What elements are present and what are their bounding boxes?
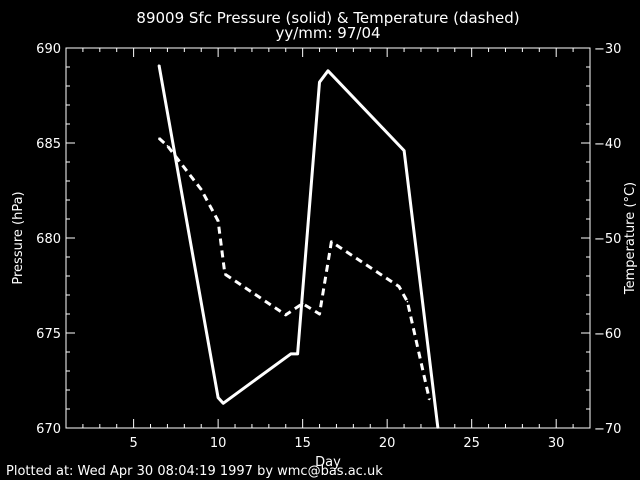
series-point: [158, 64, 160, 66]
series-point: [398, 285, 400, 288]
x-tick-label: 5: [129, 436, 137, 451]
series-point: [403, 149, 405, 152]
series-point: [330, 241, 333, 243]
y-tick-label: 685: [36, 137, 61, 152]
series-point: [290, 353, 292, 355]
series-point: [200, 188, 203, 191]
chart-title: 89009 Sfc Pressure (solid) & Temperature…: [136, 9, 519, 27]
footer-plotted-at: Plotted at: Wed Apr 30 08:04:19 1997 by …: [6, 464, 383, 479]
x-tick-label: 10: [210, 436, 227, 451]
series-point: [406, 300, 409, 303]
series-point: [217, 396, 219, 399]
y2-tick-label: −60: [594, 327, 621, 342]
y-tick-label: 690: [36, 42, 61, 57]
series-point: [284, 314, 287, 316]
series-point: [224, 273, 226, 275]
y-axis-label: Pressure (hPa): [11, 191, 26, 284]
y-tick-label: 680: [36, 232, 61, 247]
series-point: [318, 81, 321, 83]
x-axis-label: Day: [315, 455, 341, 470]
axis-ticks: 5 10 15 20 25 30 670 675 680 685 690 −70 −60 −50 −40 −3…: [36, 42, 621, 451]
temperature-series-line: [158, 137, 431, 400]
series-point: [296, 353, 299, 355]
y-tick-label: 675: [36, 327, 61, 342]
x-tick-label: 30: [548, 436, 565, 451]
y2-axis-label: Temperature (°C): [623, 182, 638, 295]
chart-subtitle: yy/mm: 97/04: [275, 24, 380, 42]
series-point: [222, 402, 224, 405]
y-tick-label: 670: [36, 422, 61, 437]
y2-tick-label: −40: [594, 137, 621, 152]
series-point: [318, 313, 321, 315]
series-point: [437, 427, 439, 429]
series-point: [428, 398, 431, 401]
x-tick-label: 15: [294, 436, 311, 451]
series-layer: [157, 64, 440, 429]
series-point: [166, 145, 169, 147]
x-tick-label: 25: [463, 436, 480, 451]
y2-tick-label: −70: [594, 422, 621, 437]
series-point: [158, 137, 160, 140]
y2-tick-label: −50: [594, 232, 621, 247]
x-tick-label: 20: [379, 436, 396, 451]
series-point: [301, 302, 304, 305]
y2-tick-label: −30: [594, 42, 621, 57]
series-point: [327, 70, 329, 72]
series-point: [217, 220, 219, 222]
